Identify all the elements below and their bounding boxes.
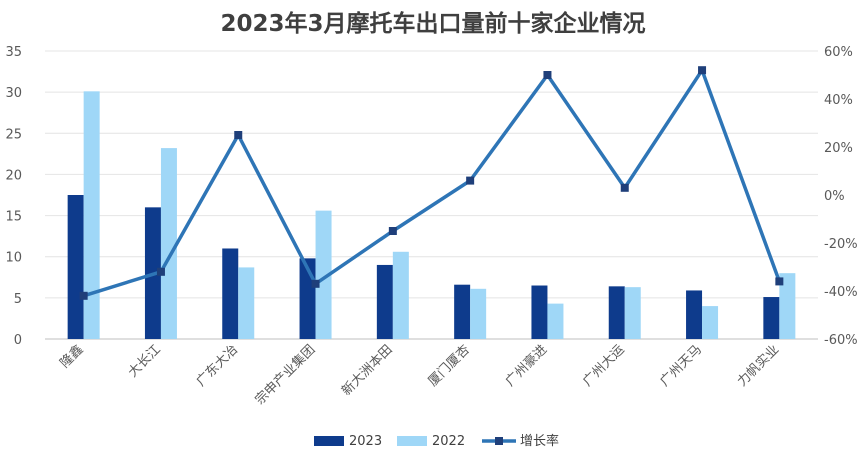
- growth-rate-point: [543, 71, 552, 79]
- y-right-tick-label: -20%: [824, 237, 858, 252]
- legend-swatch-2022: [397, 436, 427, 446]
- growth-rate-point: [388, 227, 397, 235]
- legend-swatch-2023: [314, 436, 344, 446]
- bar-2022: [779, 273, 796, 339]
- bar-2022: [702, 306, 719, 339]
- y-left-tick-label: 25: [5, 127, 22, 142]
- y-left-tick-label: 15: [5, 210, 22, 225]
- x-category-label: 宗申产业集团: [252, 342, 318, 408]
- growth-rate-point: [698, 66, 707, 75]
- x-category-label: 厦门厦杏: [426, 342, 473, 389]
- bar-2022: [83, 91, 100, 339]
- x-category-label: 隆鑫: [57, 342, 87, 372]
- bar-2023: [608, 286, 625, 339]
- y-left-tick-label: 10: [5, 251, 22, 266]
- growth-rate-point: [620, 183, 629, 192]
- y-left-tick-label: 30: [5, 86, 22, 101]
- x-category-label: 大长江: [126, 342, 164, 380]
- bar-2022: [238, 267, 255, 339]
- y-right-tick-label: -60%: [824, 333, 858, 348]
- x-category-label: 力帆实业: [735, 342, 782, 389]
- y-left-tick-label: 5: [14, 292, 22, 307]
- growth-rate-point: [775, 277, 784, 286]
- growth-rate-point: [466, 176, 475, 185]
- y-right-tick-label: 60%: [824, 45, 853, 60]
- y-left-tick-label: 35: [5, 45, 22, 60]
- legend-swatch-growth-marker: [495, 437, 503, 445]
- bar-2022: [470, 288, 487, 339]
- legend-label-growth: 增长率: [520, 433, 559, 449]
- bar-2023: [376, 264, 393, 339]
- bar-2022: [315, 210, 332, 339]
- bar-2023: [67, 195, 84, 339]
- bar-2023: [454, 284, 471, 339]
- x-category-label: 广州大运: [580, 342, 627, 389]
- x-category-label: 新大洲本田: [338, 342, 395, 399]
- bar-2022: [160, 148, 177, 339]
- chart-title: 2023年3月摩托车出口量前十家企业情况: [220, 11, 646, 37]
- x-category-label: 广州豪进: [502, 342, 550, 390]
- y-right-tick-label: 40%: [824, 93, 853, 108]
- bar-2022: [624, 287, 641, 339]
- bar-2022: [547, 303, 564, 339]
- y-right-tick-label: 20%: [824, 141, 853, 156]
- bar-2023: [763, 297, 780, 339]
- bar-2023: [531, 285, 548, 339]
- y-right-tick-label: 0%: [824, 189, 845, 204]
- legend-label-2022: 2022: [432, 434, 465, 449]
- growth-rate-point: [79, 291, 88, 300]
- growth-rate-point: [311, 279, 320, 288]
- growth-rate-point: [234, 131, 243, 139]
- legend-label-2023: 2023: [349, 434, 382, 449]
- bar-2023: [222, 248, 239, 339]
- y-left-tick-label: 20: [5, 168, 22, 183]
- bar-2023: [686, 290, 703, 339]
- x-category-label: 广东大冶: [194, 342, 241, 389]
- bar-2022: [392, 251, 409, 339]
- x-category-label: 广州天马: [657, 342, 704, 389]
- growth-rate-point: [156, 267, 165, 276]
- growth-rate-line: [83, 68, 781, 298]
- y-right-tick-label: -40%: [824, 285, 858, 300]
- y-left-tick-label: 0: [14, 333, 22, 348]
